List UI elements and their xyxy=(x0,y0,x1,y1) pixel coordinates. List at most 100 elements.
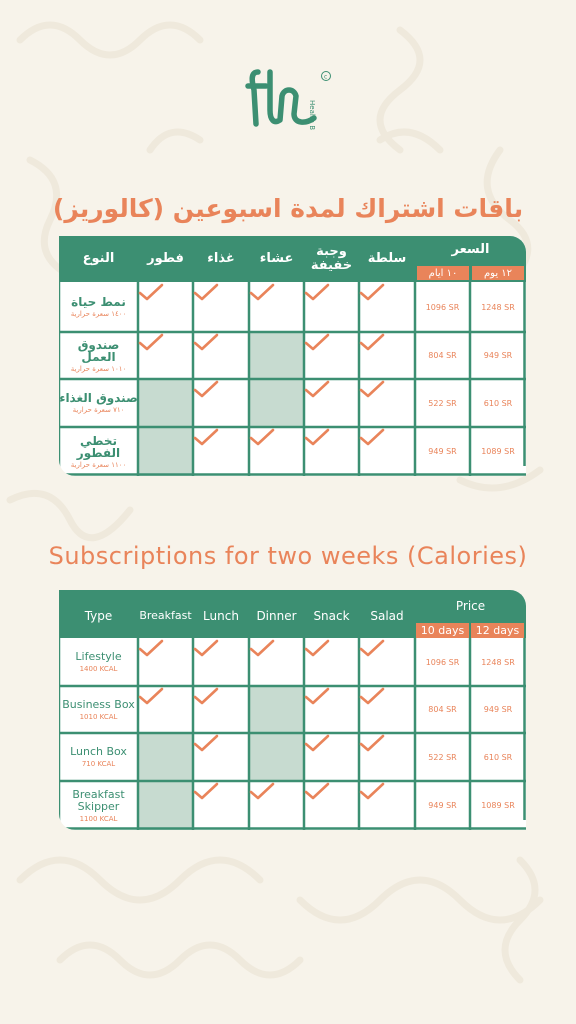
health-bar-logo: Health Bar c xyxy=(245,69,331,130)
empty-cell xyxy=(249,379,304,427)
empty-cell xyxy=(249,332,304,379)
price-10-days: 1096 SR xyxy=(425,302,460,312)
header-salad: Salad xyxy=(370,609,404,623)
checkmark-icon xyxy=(304,282,359,332)
plan-calories: 710 KCAL xyxy=(81,760,116,768)
header-salad: سلطة xyxy=(367,251,407,266)
empty-cell xyxy=(249,733,304,781)
checkmark-icon xyxy=(359,282,415,332)
checkmark-icon xyxy=(304,733,359,781)
logo-subtext: Health Bar xyxy=(308,100,316,130)
plan-row-type: Lifestyle 1400 KCAL xyxy=(59,638,138,686)
header-dinner: عشاء xyxy=(259,251,294,266)
plan-row-type: صندوق العمل ١٠١٠ سعرة حرارية xyxy=(59,332,138,379)
checkmark-icon xyxy=(249,282,304,332)
copyright-mark: c xyxy=(324,74,327,81)
checkmark-icon xyxy=(359,427,415,476)
checkmark-icon xyxy=(304,379,359,427)
plan-calories: 1010 KCAL xyxy=(79,712,118,721)
empty-cell xyxy=(249,686,304,733)
header-lunch: غذاء xyxy=(207,251,235,266)
price-10-days: 804 SR xyxy=(428,351,457,360)
checkmark-icon xyxy=(249,638,304,686)
arabic-heading: باقات اشتراك لمدة اسبوعين (كالوريز) xyxy=(52,194,524,223)
checkmark-icon xyxy=(193,427,249,476)
header-10-days: 10 days xyxy=(416,623,469,638)
price-12-days: 610 SR xyxy=(483,398,513,408)
header-type: النوع xyxy=(82,251,115,266)
checkmark-icon xyxy=(304,781,359,830)
plan-calories: 1100 KCAL xyxy=(79,814,118,823)
price-12-days: 1089 SR xyxy=(481,447,515,456)
plan-calories: ٧١٠ سعرة حرارية xyxy=(72,406,125,414)
plan-row-type: صندوق الغذاء ٧١٠ سعرة حرارية xyxy=(59,379,138,427)
checkmark-icon xyxy=(193,282,249,332)
checkmark-icon xyxy=(193,379,249,427)
price-12-days: 1248 SR xyxy=(481,302,515,312)
checkmark-icon xyxy=(304,332,359,379)
plan-name: Lifestyle xyxy=(75,650,122,663)
header-12-days: ١٢ يوم xyxy=(472,266,524,280)
plan-calories: ١١٠٠ سعرة حرارية xyxy=(70,460,127,469)
price-12-days: 949 SR xyxy=(483,705,513,714)
arabic-subscriptions-table: النوع فطور غذاء عشاء وجبة خفيفة سلطة الس… xyxy=(59,236,526,476)
header-10-days: ١٠ ايام xyxy=(417,266,469,280)
price-12-days: 1248 SR xyxy=(481,657,515,667)
price-10-days: 522 SR xyxy=(428,398,457,408)
plan-calories: ١٠١٠ سعرة حرارية xyxy=(70,364,127,373)
checkmark-icon xyxy=(138,332,193,379)
header-dinner: Dinner xyxy=(256,609,297,623)
checkmark-icon xyxy=(304,638,359,686)
plan-name: نمط حياة xyxy=(71,295,126,309)
price-12-days: 1089 SR xyxy=(481,801,515,810)
checkmark-icon xyxy=(359,781,415,830)
checkmark-icon xyxy=(138,282,193,332)
checkmark-icon xyxy=(193,686,249,733)
header-type: Type xyxy=(84,609,113,623)
checkmark-icon xyxy=(359,686,415,733)
checkmark-icon xyxy=(138,638,193,686)
checkmark-icon xyxy=(304,427,359,476)
plan-calories: 1400 KCAL xyxy=(79,665,118,673)
checkmark-icon xyxy=(249,781,304,830)
price-12-days: 949 SR xyxy=(483,351,513,360)
plan-row-type: Business Box 1010 KCAL xyxy=(59,686,138,733)
header-lunch: Lunch xyxy=(203,609,239,623)
table-grid xyxy=(59,236,526,476)
empty-cell xyxy=(138,781,193,830)
checkmark-icon xyxy=(359,638,415,686)
price-12-days: 610 SR xyxy=(483,752,513,762)
header-price: السعر xyxy=(451,242,490,257)
empty-cell xyxy=(138,733,193,781)
english-heading: Subscriptions for two weeks (Calories) xyxy=(48,542,528,570)
checkmark-icon xyxy=(359,733,415,781)
plan-name: صندوق العمل xyxy=(77,337,120,364)
header-snack: وجبة خفيفة xyxy=(310,244,353,273)
english-subscriptions-table: Type Breakfast Lunch Dinner Snack Salad … xyxy=(59,590,526,830)
header-breakfast: Breakfast xyxy=(139,609,192,622)
checkmark-icon xyxy=(304,686,359,733)
plan-name: Breakfast Skipper xyxy=(72,787,125,813)
price-10-days: 949 SR xyxy=(428,801,457,810)
price-10-days: 804 SR xyxy=(428,705,457,714)
header-price: Price xyxy=(455,599,486,613)
plan-name: Lunch Box xyxy=(70,745,127,758)
plan-row-type: Breakfast Skipper 1100 KCAL xyxy=(59,781,138,830)
checkmark-icon xyxy=(193,781,249,830)
checkmark-icon xyxy=(193,638,249,686)
checkmark-icon xyxy=(359,332,415,379)
price-10-days: 522 SR xyxy=(428,752,457,762)
plan-calories: ١٤٠٠ سعرة حرارية xyxy=(70,310,127,318)
price-10-days: 949 SR xyxy=(428,447,457,456)
checkmark-icon xyxy=(359,379,415,427)
plan-row-type: تخطي الفطور ١١٠٠ سعرة حرارية xyxy=(59,427,138,476)
checkmark-icon xyxy=(138,686,193,733)
plan-row-type: Lunch Box 710 KCAL xyxy=(59,733,138,781)
header-snack: Snack xyxy=(313,609,350,623)
empty-cell xyxy=(138,379,193,427)
empty-cell xyxy=(138,427,193,476)
plan-name: تخطي الفطور xyxy=(76,433,121,460)
plan-name: صندوق الغذاء xyxy=(59,391,138,405)
header-12-days: 12 days xyxy=(471,623,524,638)
